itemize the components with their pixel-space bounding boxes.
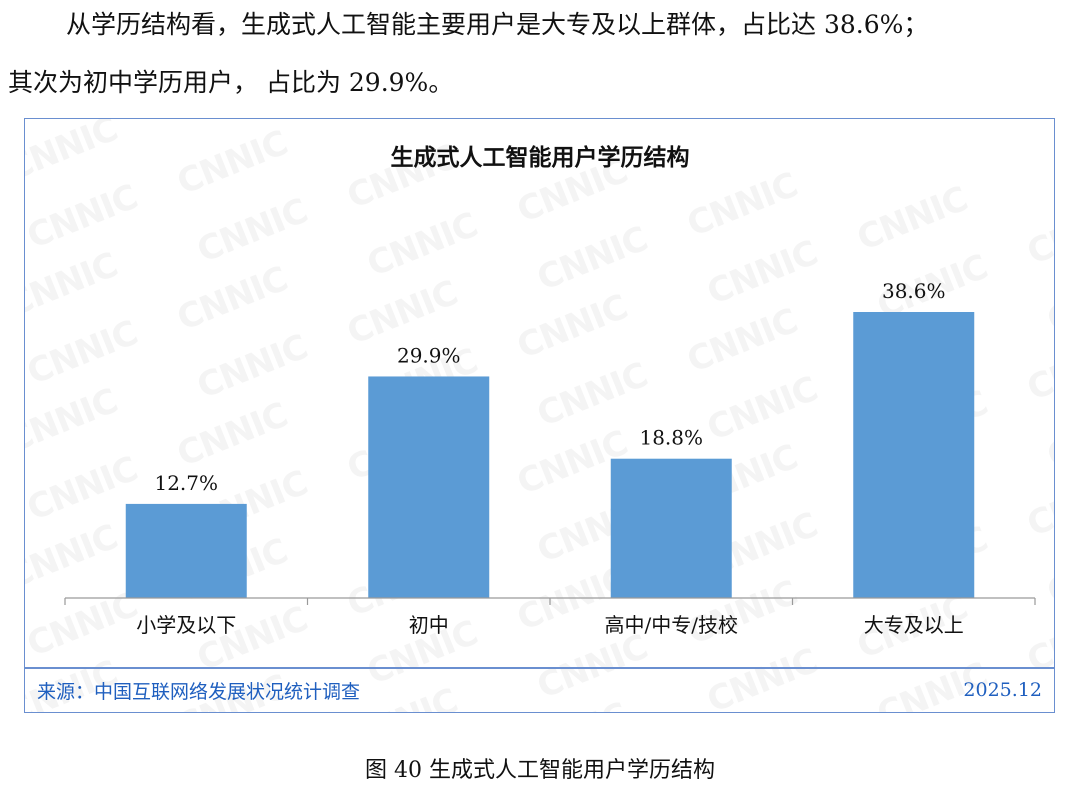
figure-caption: 图 40 生成式人工智能用户学历结构 [365,758,715,783]
data-label: 12.7% [154,471,218,495]
bar [610,458,732,598]
source-date: 2025.12 [963,679,1042,701]
bar [853,312,975,598]
figure-frame: CNNIC CNNIC CNNIC CNNIC CNNIC CNNIC CNNIC CNNIC… [24,118,1055,713]
category-label: 高中/中专/技校 [605,613,738,637]
category-label: 小学及以下 [136,613,236,637]
watermark-text: CNNIC [512,695,633,712]
bar [368,376,490,598]
chart-title: 生成式人工智能用户学历结构 [391,144,690,171]
bar [125,503,247,598]
source-note: 来源：中国互联网络发展状况统计调查 [37,681,361,703]
data-label: 38.6% [882,279,946,303]
bar-chart: 生成式人工智能用户学历结构 12.7% 小学及以下 29.9% 初中 18.8% 高中/中… [64,144,1036,637]
category-label: 大专及以上 [864,613,964,637]
category-label: 初中 [409,613,449,637]
data-label: 29.9% [397,343,461,367]
source-divider [25,667,1054,669]
watermark-text: CNNIC [682,709,803,712]
paragraph-1: 从学历结构看，生成式人工智能主要用户是大专及以上群体，占比达 38.6%； [66,10,929,39]
data-label: 18.8% [639,426,703,450]
paragraph-2: 其次为初中学历用户， 占比为 29.9%。 [8,68,454,97]
watermark-text: CNNIC [1041,669,1054,712]
